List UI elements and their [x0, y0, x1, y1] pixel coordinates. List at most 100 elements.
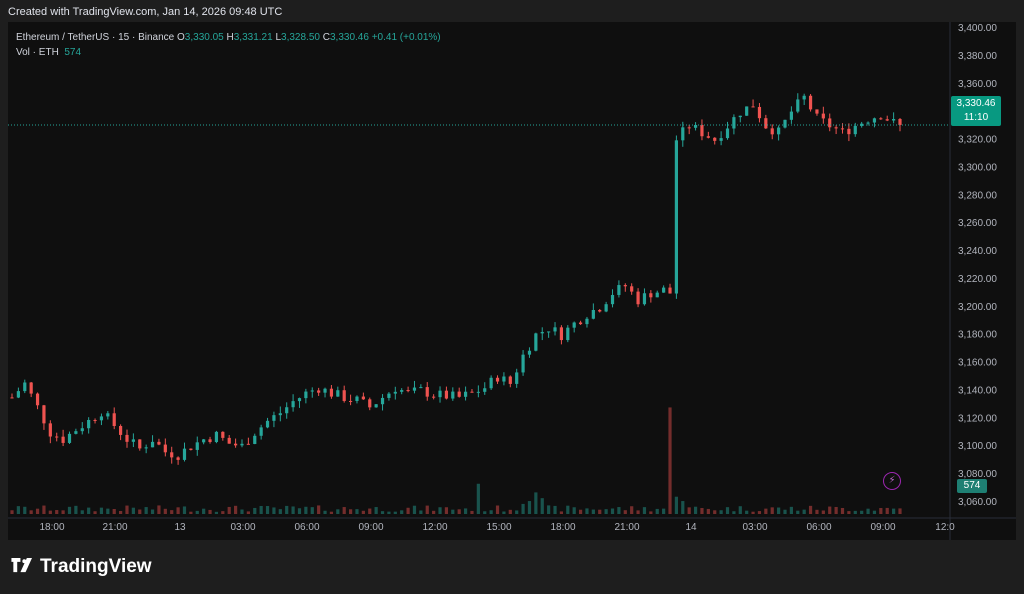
volume-bar: [610, 508, 615, 514]
volume-value: 574: [64, 47, 82, 58]
volume-bar: [310, 507, 314, 514]
volume-bar: [796, 510, 800, 514]
volume-bar: [534, 492, 538, 514]
x-tick-label: 06:00: [806, 522, 831, 533]
volume-bar: [591, 509, 595, 514]
volume-bar: [527, 501, 532, 514]
volume-bar: [553, 505, 557, 514]
candle-body: [751, 106, 755, 108]
change-value: +0.41 (+0.01%): [371, 32, 441, 43]
volume-bar: [444, 507, 449, 514]
y-tick-label: 3,200.00: [958, 302, 997, 313]
candle-body: [502, 376, 506, 382]
volume-bar: [866, 508, 870, 514]
volume-bar: [451, 509, 455, 514]
candle-body: [796, 99, 800, 112]
volume-bar: [195, 510, 199, 514]
candle-body: [323, 388, 327, 393]
y-tick-label: 3,260.00: [958, 218, 997, 229]
volume-bar: [42, 505, 46, 514]
symbol-name[interactable]: Ethereum / TetherUS · 15 · Binance: [16, 32, 175, 43]
close-label: C: [322, 32, 330, 43]
candle-body: [329, 388, 334, 397]
bar-countdown: 11:10: [963, 112, 989, 123]
candle-body: [310, 390, 314, 392]
candle-body: [451, 391, 455, 399]
candle-body: [738, 115, 742, 118]
candle-body: [259, 427, 263, 436]
y-tick-label: 3,400.00: [958, 23, 997, 34]
candle-body: [119, 426, 123, 435]
volume-bar: [10, 510, 14, 514]
tradingview-logo[interactable]: TradingView: [10, 556, 152, 578]
candle-body: [170, 452, 174, 458]
candle-body: [246, 443, 250, 445]
candle-body: [208, 439, 212, 443]
volume-bar: [764, 508, 768, 514]
candle-body: [591, 309, 595, 319]
candle-body: [55, 436, 59, 438]
candle-body: [176, 457, 180, 460]
volume-bar: [119, 510, 123, 514]
volume-bar: [892, 508, 896, 514]
volume-bar: [176, 507, 180, 514]
volume-bar: [815, 509, 819, 514]
volume-bar: [67, 506, 72, 514]
candle-body: [189, 448, 193, 450]
y-tick-label: 3,360.00: [958, 79, 997, 90]
candle-body: [317, 390, 321, 393]
candle-body: [233, 443, 238, 446]
volume-bar: [265, 506, 270, 514]
candle-body: [240, 443, 244, 446]
candle-body: [815, 109, 819, 114]
candle-body: [483, 388, 487, 392]
brand-name: TradingView: [40, 556, 152, 577]
volume-legend: Vol · ETH 574: [16, 47, 81, 58]
volume-bar: [668, 407, 672, 514]
volume-bar: [719, 510, 723, 514]
candle-body: [630, 286, 634, 292]
volume-bar: [246, 511, 250, 514]
candle-body: [745, 106, 749, 116]
volume-bar: [872, 510, 877, 514]
x-tick-label: 21:00: [102, 522, 127, 533]
volume-bar: [598, 509, 602, 514]
price-chart[interactable]: 3,400.003,380.003,360.003,340.003,320.00…: [8, 22, 1016, 540]
y-tick-label: 3,140.00: [958, 385, 997, 396]
candle-body: [470, 391, 474, 393]
lightning-icon[interactable]: ⚡: [883, 472, 901, 490]
chart-panel[interactable]: 3,400.003,380.003,360.003,340.003,320.00…: [8, 22, 1016, 540]
x-tick-label: 09:00: [870, 522, 895, 533]
volume-bar: [476, 483, 480, 514]
candle-body: [35, 393, 40, 406]
candle-body: [29, 382, 33, 394]
candle-body: [566, 327, 570, 341]
candle-body: [202, 439, 206, 443]
x-tick-label: 15:00: [486, 522, 511, 533]
volume-bar: [604, 509, 608, 514]
candle-body: [834, 127, 838, 129]
open-label: O: [177, 32, 185, 43]
candle-body: [719, 138, 723, 141]
candle-body: [770, 128, 774, 135]
volume-bar: [291, 506, 295, 514]
volume-bar: [163, 508, 167, 514]
candle-body: [99, 416, 104, 421]
candle-body: [221, 431, 225, 438]
candle-body: [540, 331, 544, 334]
volume-bar: [55, 510, 59, 514]
candle-body: [681, 127, 685, 141]
volume-bar: [725, 507, 730, 514]
candle-body: [195, 442, 199, 450]
candle-body: [578, 322, 583, 325]
volume-bar: [93, 511, 97, 514]
candle-body: [840, 128, 845, 130]
candle-body: [412, 387, 417, 391]
volume-bar: [278, 509, 282, 514]
volume-bar: [540, 498, 544, 514]
candle-body: [872, 118, 877, 123]
candle-body: [406, 390, 410, 392]
candle-body: [67, 433, 72, 443]
candle-body: [783, 119, 787, 128]
volume-bar: [380, 511, 385, 514]
